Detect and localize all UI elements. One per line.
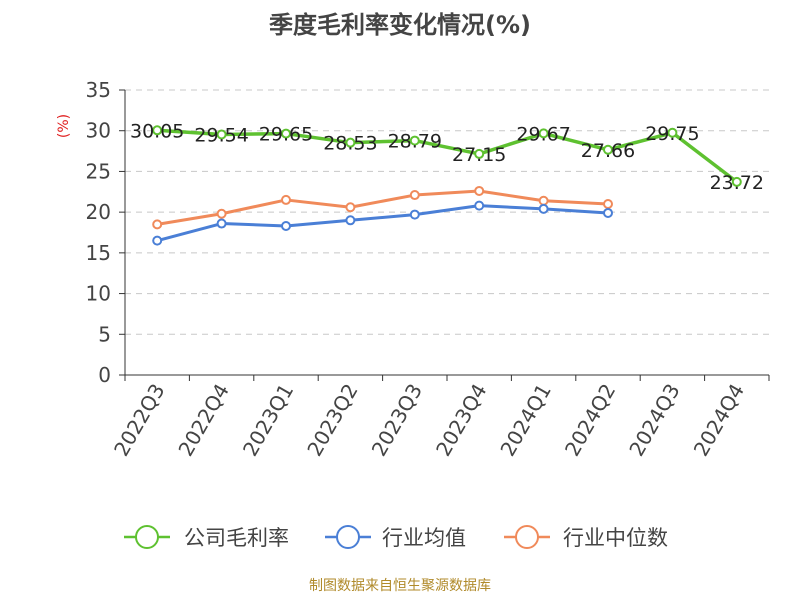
data-point-0-2 xyxy=(281,128,291,139)
source-note: 制图数据来自恒生聚源数据库 xyxy=(309,578,491,594)
y-tick-label-25: 25 xyxy=(86,159,111,183)
x-tick-label-2024Q1: 2024Q1 xyxy=(495,380,555,461)
legend-item-0[interactable]: 公司毛利率 xyxy=(124,525,289,550)
x-tick-label-2024Q3: 2024Q3 xyxy=(624,380,684,461)
y-tick-label-5: 5 xyxy=(98,322,111,346)
data-point-1-5 xyxy=(474,200,485,211)
series-lines xyxy=(152,125,742,246)
y-tick-label-10: 10 xyxy=(86,282,111,306)
y-tick-label-35: 35 xyxy=(86,78,111,102)
chart-title: 季度毛利率变化情况(%) xyxy=(269,11,531,39)
series-1 xyxy=(152,200,613,246)
data-point-0-1 xyxy=(216,129,227,140)
data-point-2-3 xyxy=(345,202,356,213)
y-tick-label-15: 15 xyxy=(86,241,111,265)
series-line-2 xyxy=(155,189,610,226)
data-label-9: 23.72 xyxy=(710,172,764,194)
data-label-3: 28.53 xyxy=(323,133,377,155)
x-tick-label-2024Q4: 2024Q4 xyxy=(689,380,749,461)
data-label-1: 29.54 xyxy=(194,124,248,146)
legend[interactable]: 公司毛利率 行业均值 行业中位数 xyxy=(124,525,668,550)
data-point-2-4 xyxy=(409,190,420,201)
data-point-1-3 xyxy=(345,215,356,226)
data-point-1-6 xyxy=(538,203,549,214)
data-label-0: 30.05 xyxy=(130,120,184,142)
legend-label-2: 行业中位数 xyxy=(563,526,668,550)
data-point-0-0 xyxy=(152,125,163,136)
x-tick-label-2023Q4: 2023Q4 xyxy=(431,380,491,461)
legend-item-1[interactable]: 行业均值 xyxy=(325,525,466,550)
x-tick-label-2022Q3: 2022Q3 xyxy=(109,380,169,461)
legend-item-2[interactable]: 行业中位数 xyxy=(504,525,668,550)
data-point-2-6 xyxy=(538,195,549,206)
data-label-7: 27.66 xyxy=(581,140,635,162)
data-point-0-7 xyxy=(603,144,613,155)
legend-label-1: 行业均值 xyxy=(382,526,466,550)
data-point-1-4 xyxy=(409,209,420,220)
data-point-0-9 xyxy=(731,176,742,187)
y-tick-label-30: 30 xyxy=(86,119,111,143)
data-point-0-8 xyxy=(667,127,678,138)
series-line-0 xyxy=(155,128,739,184)
y-tick-label-20: 20 xyxy=(86,200,111,224)
x-tick-label-2023Q2: 2023Q2 xyxy=(302,380,362,461)
data-point-0-3 xyxy=(345,137,356,148)
x-tick-label-2022Q4: 2022Q4 xyxy=(173,380,233,461)
data-point-2-1 xyxy=(216,208,227,219)
series-0 xyxy=(152,125,742,187)
legend-swatch-marker-0 xyxy=(135,525,159,549)
x-tick-label-2024Q2: 2024Q2 xyxy=(560,380,620,461)
legend-swatch-marker-1 xyxy=(336,525,360,549)
data-point-1-1 xyxy=(216,218,227,229)
data-labels: 30.05 29.54 29.65 28.53 28.79 27.15 29.67 27.66… xyxy=(130,120,764,194)
data-point-2-5 xyxy=(474,185,485,196)
data-label-8: 29.75 xyxy=(645,123,699,145)
data-point-1-2 xyxy=(281,220,291,231)
data-label-4: 28.79 xyxy=(388,131,442,153)
data-point-0-5 xyxy=(474,148,485,159)
y-tick-label-0: 0 xyxy=(98,363,111,387)
data-point-0-4 xyxy=(409,135,420,146)
data-point-2-0 xyxy=(152,219,163,230)
legend-swatch-marker-2 xyxy=(515,525,539,549)
x-tick-label-2023Q1: 2023Q1 xyxy=(238,380,298,461)
data-label-2: 29.65 xyxy=(259,124,313,146)
x-tick-label-2023Q3: 2023Q3 xyxy=(367,380,427,461)
y-axis-label: (%) xyxy=(56,114,72,138)
data-label-5: 27.15 xyxy=(452,144,506,166)
data-point-0-6 xyxy=(538,128,549,139)
data-point-1-7 xyxy=(603,207,613,218)
data-point-2-7 xyxy=(603,199,613,209)
data-point-2-2 xyxy=(281,194,291,205)
grid-lines xyxy=(125,89,769,335)
data-point-1-0 xyxy=(152,235,163,246)
legend-label-0: 公司毛利率 xyxy=(184,526,289,550)
data-label-6: 29.67 xyxy=(516,123,570,145)
series-line-1 xyxy=(155,204,610,243)
series-2 xyxy=(152,185,613,230)
